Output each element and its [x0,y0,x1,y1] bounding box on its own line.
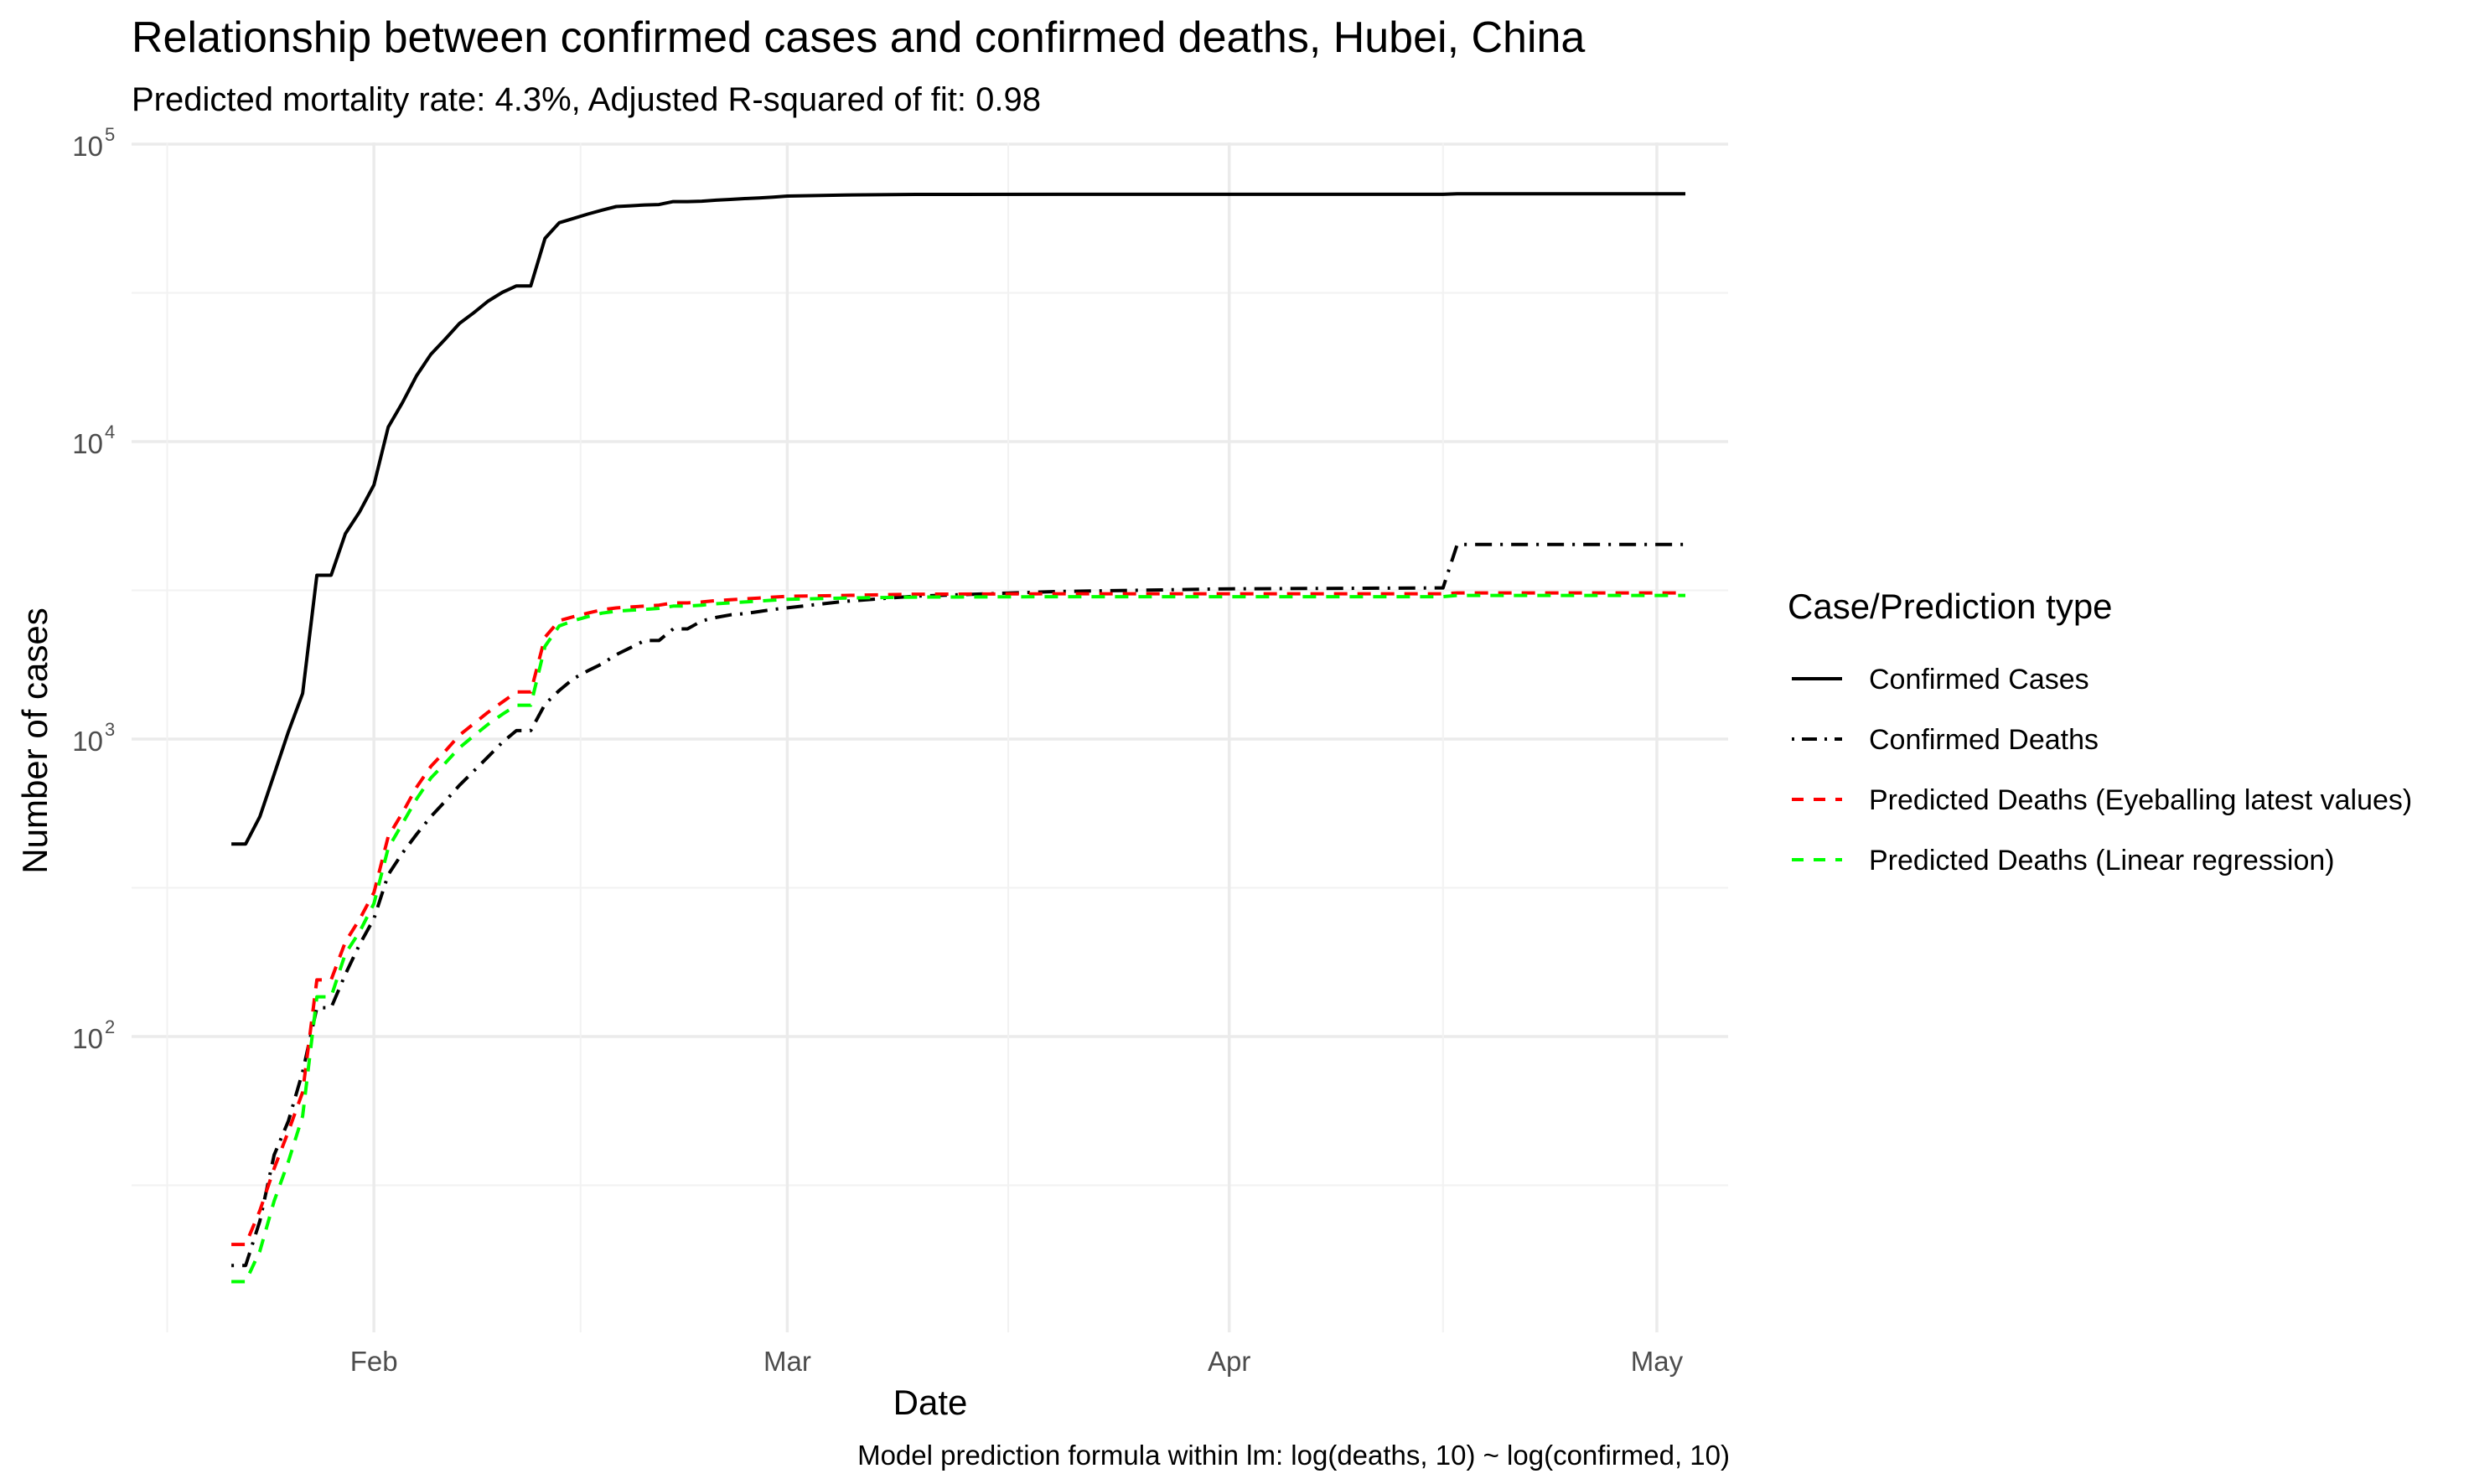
legend-label: Confirmed Deaths [1869,724,2099,756]
y-tick-exponent: 5 [105,124,115,145]
y-axis-title: Number of cases [15,608,54,873]
series-lines [231,192,1685,1284]
y-tick-exponent: 3 [105,719,115,740]
y-tick-label: 10 [72,1023,103,1054]
x-tick-label: Mar [763,1346,811,1377]
chart-subtitle: Predicted mortality rate: 4.3%, Adjusted… [132,81,1041,118]
legend: Case/Prediction type Confirmed Cases Conf… [1788,587,2412,876]
y-tick-exponent: 4 [105,421,115,442]
chart-caption: Model prediction formula within lm: log(… [857,1440,1730,1471]
series-line-1 [231,192,1685,846]
y-tick-label: 10 [72,726,103,757]
series-line-3 [231,591,1685,1247]
x-tick-label: May [1631,1346,1684,1377]
legend-label: Confirmed Cases [1869,664,2089,695]
x-tick-label: Feb [350,1346,398,1377]
x-tick-label: Apr [1208,1346,1250,1377]
x-axis-ticks: Feb Mar Apr May [350,1346,1684,1377]
chart-title: Relationship between confirmed cases and… [132,13,1585,62]
x-axis-title: Date [893,1383,968,1422]
legend-title: Case/Prediction type [1788,587,2113,626]
y-tick-label: 10 [72,428,103,459]
grid [132,142,1728,1332]
y-tick-exponent: 2 [105,1016,115,1037]
legend-label: Predicted Deaths (Linear regression) [1869,845,2335,876]
series-line-2 [231,542,1685,1268]
y-tick-label: 10 [72,131,103,162]
series-line-4 [231,593,1685,1284]
legend-label: Predicted Deaths (Eyeballing latest valu… [1869,784,2412,816]
